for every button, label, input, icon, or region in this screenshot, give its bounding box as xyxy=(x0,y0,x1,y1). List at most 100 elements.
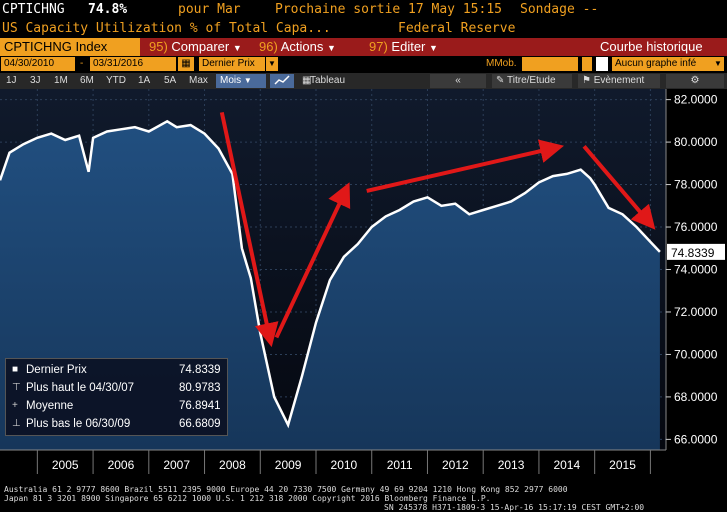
price-select[interactable]: Dernier Prix xyxy=(199,57,265,71)
calendar-icon[interactable]: ▦ xyxy=(178,57,194,71)
settings-gear-icon[interactable]: ⚙ xyxy=(666,74,724,88)
x-tick-label: 2014 xyxy=(553,458,580,472)
next-release: Prochaine sortie 17 May 15:15 xyxy=(275,2,502,17)
x-tick-label: 2006 xyxy=(108,458,135,472)
x-axis-band xyxy=(0,450,666,485)
source: Federal Reserve xyxy=(398,21,516,36)
range-ytd[interactable]: YTD xyxy=(106,75,126,86)
legend-row-high: ⊤ Plus haut le 04/30/07 80.9783 xyxy=(6,380,229,396)
legend-row-low: ⊥ Plus bas le 06/30/09 66.6809 xyxy=(6,416,229,432)
legend-value: 66.6809 xyxy=(179,418,221,430)
legend-value: 74.8339 xyxy=(179,364,221,376)
range-bar: 1J 3J 1M 6M YTD 1A 5A Max Mois ▼ ▦ Table… xyxy=(0,73,727,89)
event-button[interactable]: ⚑ Evènement xyxy=(578,74,660,88)
series-line xyxy=(0,119,661,429)
legend: ■ Dernier Prix 74.8339 ⊤ Plus haut le 04… xyxy=(5,358,228,436)
start-date-field[interactable]: 04/30/2010 xyxy=(1,57,75,71)
x-tick-label: 2008 xyxy=(219,458,246,472)
y-tick-label: 72.0000 xyxy=(674,305,718,319)
edit-menu-number: 97) xyxy=(369,39,388,54)
current-value: 74.8% xyxy=(88,2,128,17)
average-marker-icon: + xyxy=(12,400,18,411)
y-tick-label: 70.0000 xyxy=(674,347,718,361)
period-label: pour Mar xyxy=(178,2,241,17)
y-tick-label: 66.0000 xyxy=(674,432,718,446)
index-field[interactable]: CPTICHNG Index xyxy=(0,38,140,56)
legend-value: 80.9783 xyxy=(179,382,221,394)
footer: Australia 61 2 9777 8600 Brazil 5511 239… xyxy=(0,485,727,512)
ticker-label: CPTICHNG xyxy=(2,2,65,17)
title-study-button[interactable]: ✎ Titre/Etude xyxy=(492,74,572,88)
mmob-field[interactable] xyxy=(522,57,578,71)
actions-menu[interactable]: 96) Actions ▼ xyxy=(255,38,361,56)
description-row: US Capacity Utilization % of Total Capa.… xyxy=(0,19,727,38)
actions-menu-label: Actions xyxy=(280,39,324,54)
lower-graph-select[interactable]: Aucun graphe infé xyxy=(612,57,712,71)
y-axis: 82.0000 80.0000 78.0000 76.0000 74.0000 72.00… xyxy=(665,89,718,450)
legend-label: Dernier Prix xyxy=(26,364,87,376)
y-tick-label: 78.0000 xyxy=(674,178,718,192)
range-5y[interactable]: 5A xyxy=(164,75,177,86)
mmob-check[interactable] xyxy=(582,57,592,71)
period-select[interactable]: Mois ▼ xyxy=(216,74,266,88)
x-tick-label: 2015 xyxy=(609,458,636,472)
nav-back-button[interactable]: « xyxy=(430,74,486,88)
compare-menu[interactable]: 95) Comparer ▼ xyxy=(145,38,251,56)
security-header: CPTICHNG 74.8% pour Mar Prochaine sortie… xyxy=(0,0,727,19)
range-6m[interactable]: 6M xyxy=(80,75,94,86)
actions-menu-number: 96) xyxy=(259,39,278,54)
range-1m[interactable]: 1M xyxy=(54,75,68,86)
range-max[interactable]: Max xyxy=(189,75,208,86)
legend-box-icon: ■ xyxy=(12,364,19,375)
chevron-down-icon: ▼ xyxy=(243,76,252,85)
compare-menu-number: 95) xyxy=(149,39,168,54)
trend-arrow xyxy=(582,145,656,230)
table-icon[interactable]: ▦ xyxy=(302,75,312,86)
flag-icon: ⚑ xyxy=(582,75,591,86)
price-select-arrow-icon[interactable]: ▼ xyxy=(266,57,278,71)
trend-arrow xyxy=(366,139,565,193)
y-tick-label: 80.0000 xyxy=(674,135,718,149)
x-tick-label: 2010 xyxy=(331,458,358,472)
menu-bar: CPTICHNG Index 95) Comparer ▼ 96) Action… xyxy=(0,38,727,56)
last-value-box xyxy=(667,243,725,260)
options-bar: 04/30/2010 - 03/31/2016 ▦ Dernier Prix ▼… xyxy=(0,56,727,72)
range-1d[interactable]: 1J xyxy=(6,75,17,86)
date-separator: - xyxy=(80,58,84,69)
x-tick-label: 2013 xyxy=(498,458,525,472)
x-tick-label: 2009 xyxy=(275,458,302,472)
historical-chart-label: Courbe historique xyxy=(600,39,703,54)
line-chart-icon xyxy=(274,75,290,85)
trend-arrows xyxy=(219,111,656,348)
y-tick-label: 74.0000 xyxy=(674,263,718,277)
x-tick-label: 2012 xyxy=(442,458,469,472)
graph-select-arrow-icon[interactable]: ▼ xyxy=(712,57,724,71)
last-value-label: 74.8339 xyxy=(667,243,725,260)
dropdown-arrow-icon: ▼ xyxy=(232,43,242,53)
x-axis: 2005 2006 2007 2008 2009 2010 2011 2012 2013 2014… xyxy=(0,449,666,485)
dropdown-arrow-icon: ▼ xyxy=(429,43,438,53)
low-marker-icon: ⊥ xyxy=(12,418,21,429)
legend-label: Moyenne xyxy=(26,400,74,412)
legend-label: Plus haut le 04/30/07 xyxy=(26,382,135,394)
y-tick-label: 68.0000 xyxy=(674,390,718,404)
range-3d[interactable]: 3J xyxy=(30,75,41,86)
survey-label: Sondage -- xyxy=(520,2,599,17)
y-tick-label: 82.0000 xyxy=(674,93,718,107)
legend-label: Plus bas le 06/30/09 xyxy=(26,418,131,430)
end-date-field[interactable]: 03/31/2016 xyxy=(90,57,176,71)
chart-type-icon[interactable] xyxy=(270,74,294,88)
x-tick-label: 2005 xyxy=(52,458,79,472)
legend-row-average: + Moyenne 76.8941 xyxy=(6,398,229,414)
trend-arrow xyxy=(274,182,351,339)
title-study-label: Titre/Etude xyxy=(507,75,556,86)
edit-menu[interactable]: 97) Editer ▼ xyxy=(365,38,475,56)
checkbox-icon[interactable] xyxy=(596,57,608,71)
range-1y[interactable]: 1A xyxy=(138,75,151,86)
footer-line2: Japan 81 3 3201 8900 Singapore 65 6212 1… xyxy=(4,494,491,503)
trend-arrow xyxy=(219,111,279,348)
table-button[interactable]: Tableau xyxy=(310,75,346,86)
high-marker-icon: ⊤ xyxy=(12,382,21,393)
last-value-text: 74.8339 xyxy=(671,246,715,260)
legend-row-last: ■ Dernier Prix 74.8339 xyxy=(6,362,229,378)
